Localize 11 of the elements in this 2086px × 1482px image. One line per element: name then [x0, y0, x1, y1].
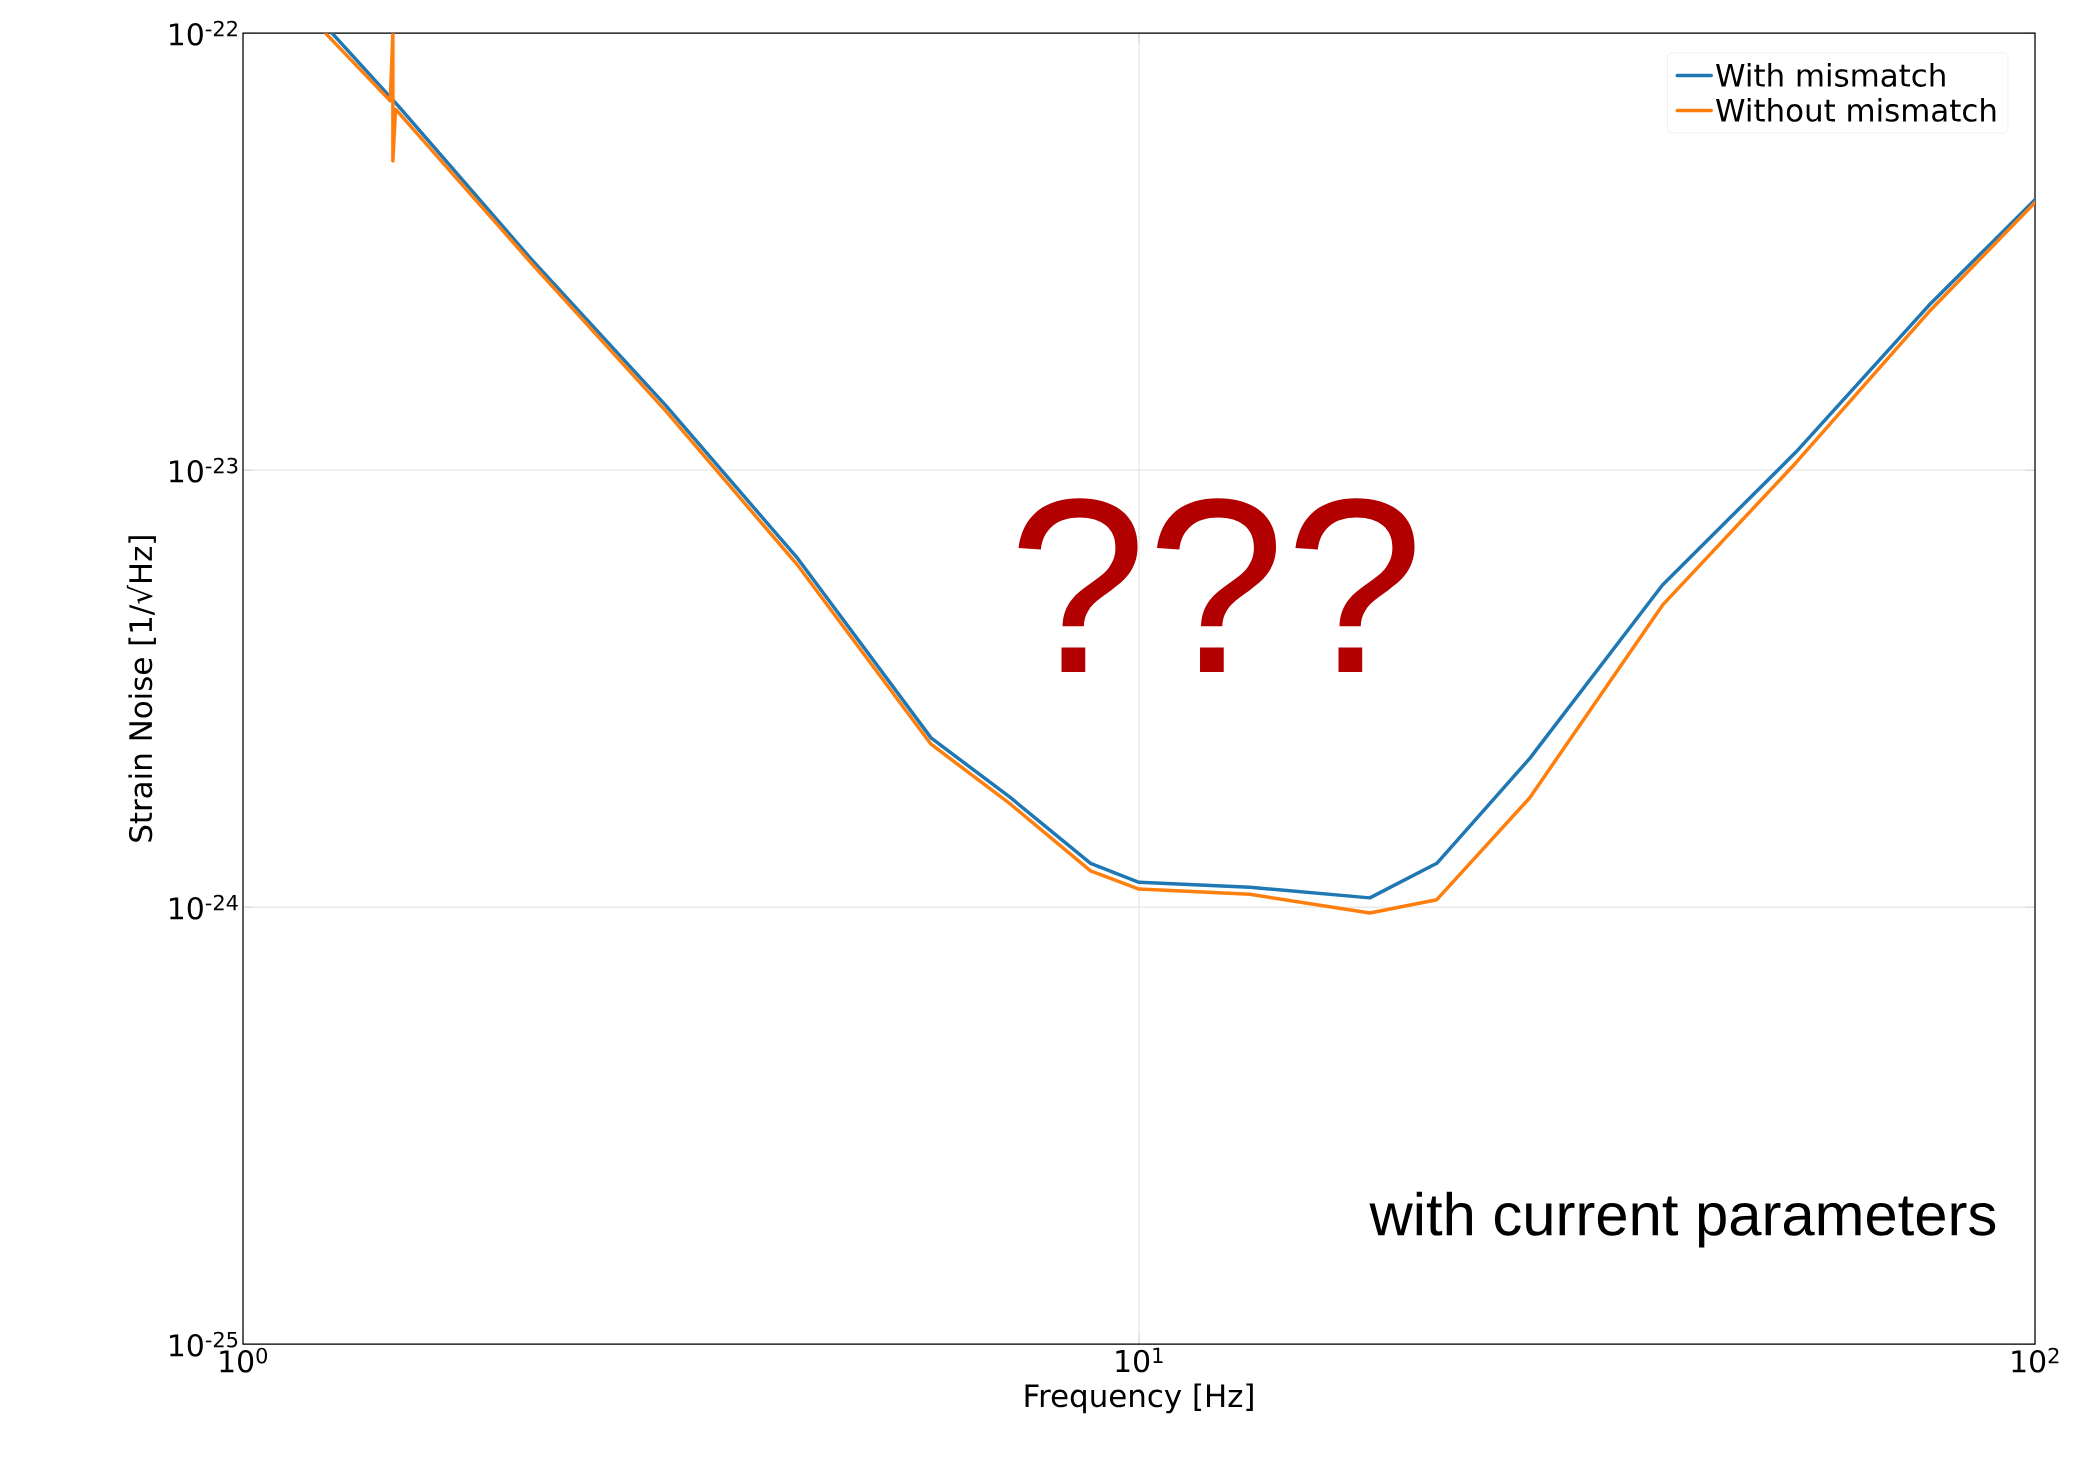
- y-tick-label: 10$^{-24}$: [170, 894, 238, 920]
- y-axis-title: Strain Noise [1/√Hz]: [126, 536, 156, 842]
- legend-label: Without mismatch: [1716, 97, 1996, 122]
- annotation: ???: [1018, 498, 1415, 673]
- annotation: with current parameters: [1369, 1191, 1996, 1248]
- x-tick-label: 10$^{1}$: [1116, 1347, 1163, 1373]
- x-axis-title: Frequency [Hz]: [1025, 1383, 1253, 1414]
- y-tick-label: 10$^{-22}$: [170, 20, 237, 46]
- legend-label: With mismatch: [1716, 62, 1945, 87]
- x-tick-label: 10$^{2}$: [2012, 1347, 2059, 1373]
- y-tick-label: 10$^{-23}$: [170, 457, 238, 483]
